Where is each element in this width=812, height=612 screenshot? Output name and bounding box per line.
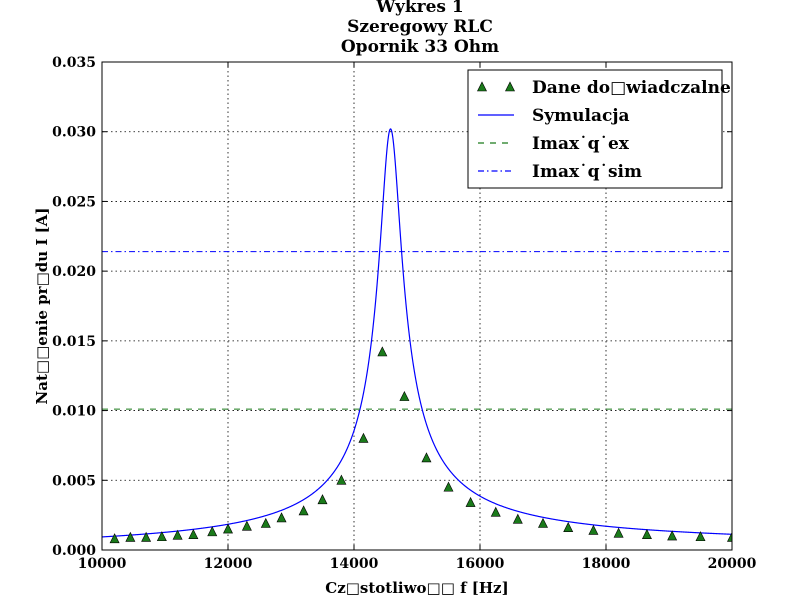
legend-marker [477,81,487,92]
y-tick-label: 0.010 [52,404,96,420]
x-tick-label: 14000 [330,556,379,572]
data-point [336,474,347,485]
simulation-curve [102,128,732,538]
data-point [125,531,136,542]
data-point [317,494,328,505]
y-tick-label: 0.035 [52,55,96,71]
y-tick-label: 0.030 [52,125,96,141]
data-point [613,527,624,538]
legend-label: Dane do□wiadczalne [532,78,731,98]
x-tick-label: 12000 [204,556,253,572]
data-point [588,524,599,535]
x-tick-label: 10000 [78,556,127,572]
data-point [207,526,218,537]
y-tick-label: 0.005 [52,473,96,489]
data-point [443,481,454,492]
legend-label: Imax˙q˙sim [532,162,642,182]
x-axis-label: Cz□stotliwo□□ f [Hz] [325,579,508,597]
data-point [399,390,410,401]
data-point [156,531,167,542]
x-tick-label: 20000 [708,556,757,572]
data-point [421,452,432,463]
data-point [109,533,120,544]
data-point [377,346,388,357]
data-point [490,506,501,517]
plot-data [102,128,732,544]
y-tick-label: 0.000 [52,543,96,559]
legend-marker [505,81,515,92]
data-point [641,528,652,539]
data-point [172,529,183,540]
data-point [358,432,369,443]
chart-title-line-3: Opornik 33 Ohm [341,37,499,57]
data-point [667,530,678,541]
data-point [563,522,574,532]
chart-title-line-1: Wykres 1 [375,0,463,17]
data-point [512,513,523,524]
chart-title-line-2: Szeregowy RLC [347,17,493,37]
data-point [276,512,287,523]
legend-label: Symulacja [532,106,630,126]
legend-entry: Dane do□wiadczalne [477,78,731,98]
x-tick-label: 16000 [456,556,505,572]
data-point [260,517,271,528]
legend: Dane do□wiadczalne Symulacja Imax˙q˙ex Imax… [467,69,731,189]
y-tick-label: 0.015 [52,334,96,350]
y-tick-label: 0.020 [52,264,96,280]
x-tick-label: 18000 [582,556,631,572]
legend-label: Imax˙q˙ex [532,134,630,154]
legend-entry: Imax˙q˙ex [478,134,630,154]
data-point [727,531,732,542]
data-point [298,505,309,516]
plot-frame [101,61,733,551]
axis-ticks: 10000 12000 14000 16000 18000 20000 0.000 0.005… [52,55,756,572]
data-point [223,523,233,534]
data-point [141,531,152,542]
data-point [241,520,252,531]
data-point [695,531,706,542]
data-point [538,517,548,528]
legend-entry: Imax˙q˙sim [478,162,642,182]
legend-entry: Symulacja [478,106,630,126]
chart-title: Wykres 1 Szeregowy RLC Opornik 33 Ohm [341,0,499,57]
y-axis-label: Nat□□enie pr□du I [A] [33,208,51,405]
data-point [465,496,476,507]
data-point [188,528,199,539]
y-tick-label: 0.025 [52,194,96,210]
